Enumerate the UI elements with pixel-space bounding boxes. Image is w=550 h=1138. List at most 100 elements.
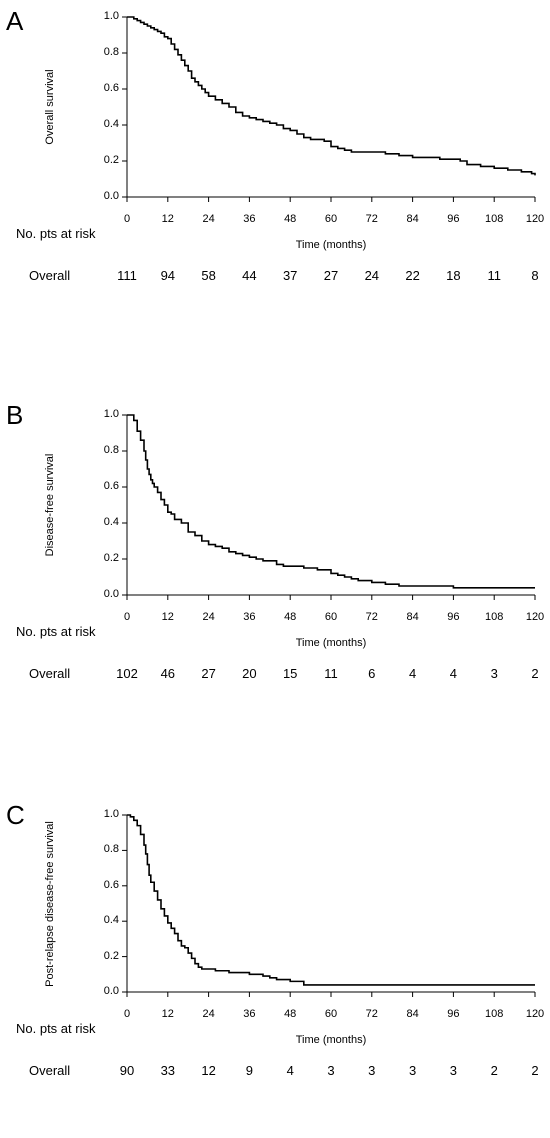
x-tick-label: 96 xyxy=(447,1008,460,1020)
x-tick-label: 48 xyxy=(284,1008,297,1020)
risk-table-row-label: Overall xyxy=(29,268,71,283)
risk-table-header: No. pts at risk xyxy=(16,1021,96,1036)
risk-table-value: 90 xyxy=(119,1063,135,1078)
survival-panel-b: B Disease-free survival Time (months) No… xyxy=(0,398,550,738)
x-tick-label: 72 xyxy=(365,213,378,225)
risk-table-value: 2 xyxy=(490,1063,498,1078)
x-tick-label: 12 xyxy=(161,611,174,623)
y-tick-label: 0.6 xyxy=(103,878,119,891)
x-tick-label: 108 xyxy=(485,1008,504,1020)
y-tick-label: 1.0 xyxy=(103,408,119,420)
y-tick-label: 0.0 xyxy=(103,588,119,600)
risk-table-row-label: Overall xyxy=(29,1063,71,1078)
x-tick-label: 48 xyxy=(284,213,297,225)
x-tick-label: 0 xyxy=(123,213,131,225)
x-tick-label: 36 xyxy=(243,1008,256,1020)
x-tick-label: 24 xyxy=(202,1008,215,1020)
y-tick-label: 0.6 xyxy=(103,82,119,94)
y-tick-label: 1.0 xyxy=(103,10,119,22)
y-tick-label: 0.8 xyxy=(103,843,119,856)
risk-table-header: No. pts at risk xyxy=(16,226,96,241)
y-tick-label: 0.4 xyxy=(103,914,119,927)
panel-letter: B xyxy=(6,400,24,430)
y-axis-label: Overall survival xyxy=(44,69,56,145)
panel-letter: A xyxy=(6,6,24,36)
y-tick-label: 0.4 xyxy=(103,516,119,528)
risk-table-value: 94 xyxy=(160,268,176,283)
y-tick-label: 1.0 xyxy=(103,808,119,820)
y-tick-label: 0.4 xyxy=(103,118,119,130)
x-tick-label: 108 xyxy=(485,213,504,225)
x-tick-label: 60 xyxy=(324,213,338,225)
risk-table-value: 4 xyxy=(408,666,417,681)
x-tick-label: 60 xyxy=(324,611,338,623)
x-tick-label: 24 xyxy=(202,611,215,623)
x-tick-label: 84 xyxy=(406,213,419,225)
x-axis-label: Time (months) xyxy=(295,637,367,649)
y-tick-label: 0.0 xyxy=(103,985,119,997)
y-tick-label: 0.8 xyxy=(103,444,119,456)
y-tick-label: 0.2 xyxy=(103,552,119,564)
y-tick-label: 0.2 xyxy=(103,949,119,962)
risk-table-value: 27 xyxy=(201,666,216,681)
risk-table-value: 11 xyxy=(324,666,338,681)
risk-table-value: 3 xyxy=(327,1063,335,1078)
risk-table-value: 4 xyxy=(449,666,458,681)
risk-table-value: 2 xyxy=(531,666,539,681)
x-tick-label: 12 xyxy=(161,1008,174,1020)
x-tick-label: 120 xyxy=(525,213,545,225)
x-tick-label: 84 xyxy=(406,611,419,623)
risk-table-value: 3 xyxy=(490,666,498,681)
risk-table-value: 24 xyxy=(364,268,380,283)
risk-table-value: 18 xyxy=(446,268,461,283)
risk-table-value: 44 xyxy=(242,268,257,283)
survival-panel-c: C Post-relapse disease-free survival Tim… xyxy=(0,798,550,1138)
survival-curve xyxy=(127,814,535,986)
x-tick-label: 60 xyxy=(324,1008,338,1020)
risk-table-value: 102 xyxy=(116,666,138,681)
x-tick-label: 24 xyxy=(202,213,215,225)
survival-plot xyxy=(122,814,536,997)
x-tick-label: 108 xyxy=(485,611,504,623)
risk-table-value: 46 xyxy=(160,666,176,681)
y-tick-label: 0.0 xyxy=(103,190,119,202)
survival-plot xyxy=(122,414,536,600)
x-tick-label: 48 xyxy=(284,611,297,623)
risk-table-value: 58 xyxy=(201,268,216,283)
x-tick-label: 0 xyxy=(123,1008,131,1020)
risk-table-row-label: Overall xyxy=(29,666,71,681)
x-tick-label: 96 xyxy=(447,213,460,225)
risk-table-value: 6 xyxy=(368,666,376,681)
y-tick-label: 0.6 xyxy=(103,480,119,492)
x-tick-label: 12 xyxy=(161,213,174,225)
risk-table-value: 20 xyxy=(242,666,257,681)
x-axis-label: Time (months) xyxy=(295,1034,367,1046)
x-tick-label: 72 xyxy=(365,1008,378,1020)
x-tick-label: 36 xyxy=(243,611,256,623)
risk-table-value: 3 xyxy=(449,1063,458,1078)
risk-table-value: 22 xyxy=(405,268,420,283)
panel-letter: C xyxy=(6,800,25,830)
x-tick-label: 72 xyxy=(365,611,378,623)
x-tick-label: 84 xyxy=(406,1008,419,1020)
y-axis-label: Disease-free survival xyxy=(44,453,56,557)
risk-table-value: 33 xyxy=(160,1063,176,1078)
survival-curve xyxy=(127,414,535,589)
risk-table-value: 3 xyxy=(368,1063,376,1078)
x-tick-label: 0 xyxy=(123,611,131,623)
x-tick-label: 120 xyxy=(525,611,545,623)
x-tick-label: 36 xyxy=(243,213,256,225)
survival-panel-a: A Overall survival Time (months) No. pts… xyxy=(0,0,550,340)
y-tick-label: 0.8 xyxy=(103,46,119,58)
risk-table-value: 27 xyxy=(323,268,339,283)
risk-table-value: 4 xyxy=(286,1063,294,1078)
risk-table-value: 8 xyxy=(531,268,539,283)
risk-table-value: 111 xyxy=(117,268,137,283)
risk-table-value: 9 xyxy=(245,1063,254,1078)
x-tick-label: 96 xyxy=(447,611,460,623)
x-tick-label: 120 xyxy=(525,1008,545,1020)
y-axis-label: Post-relapse disease-free survival xyxy=(44,820,56,987)
risk-table-value: 37 xyxy=(282,268,298,283)
risk-table-value: 15 xyxy=(282,666,298,681)
survival-plot xyxy=(122,16,536,202)
